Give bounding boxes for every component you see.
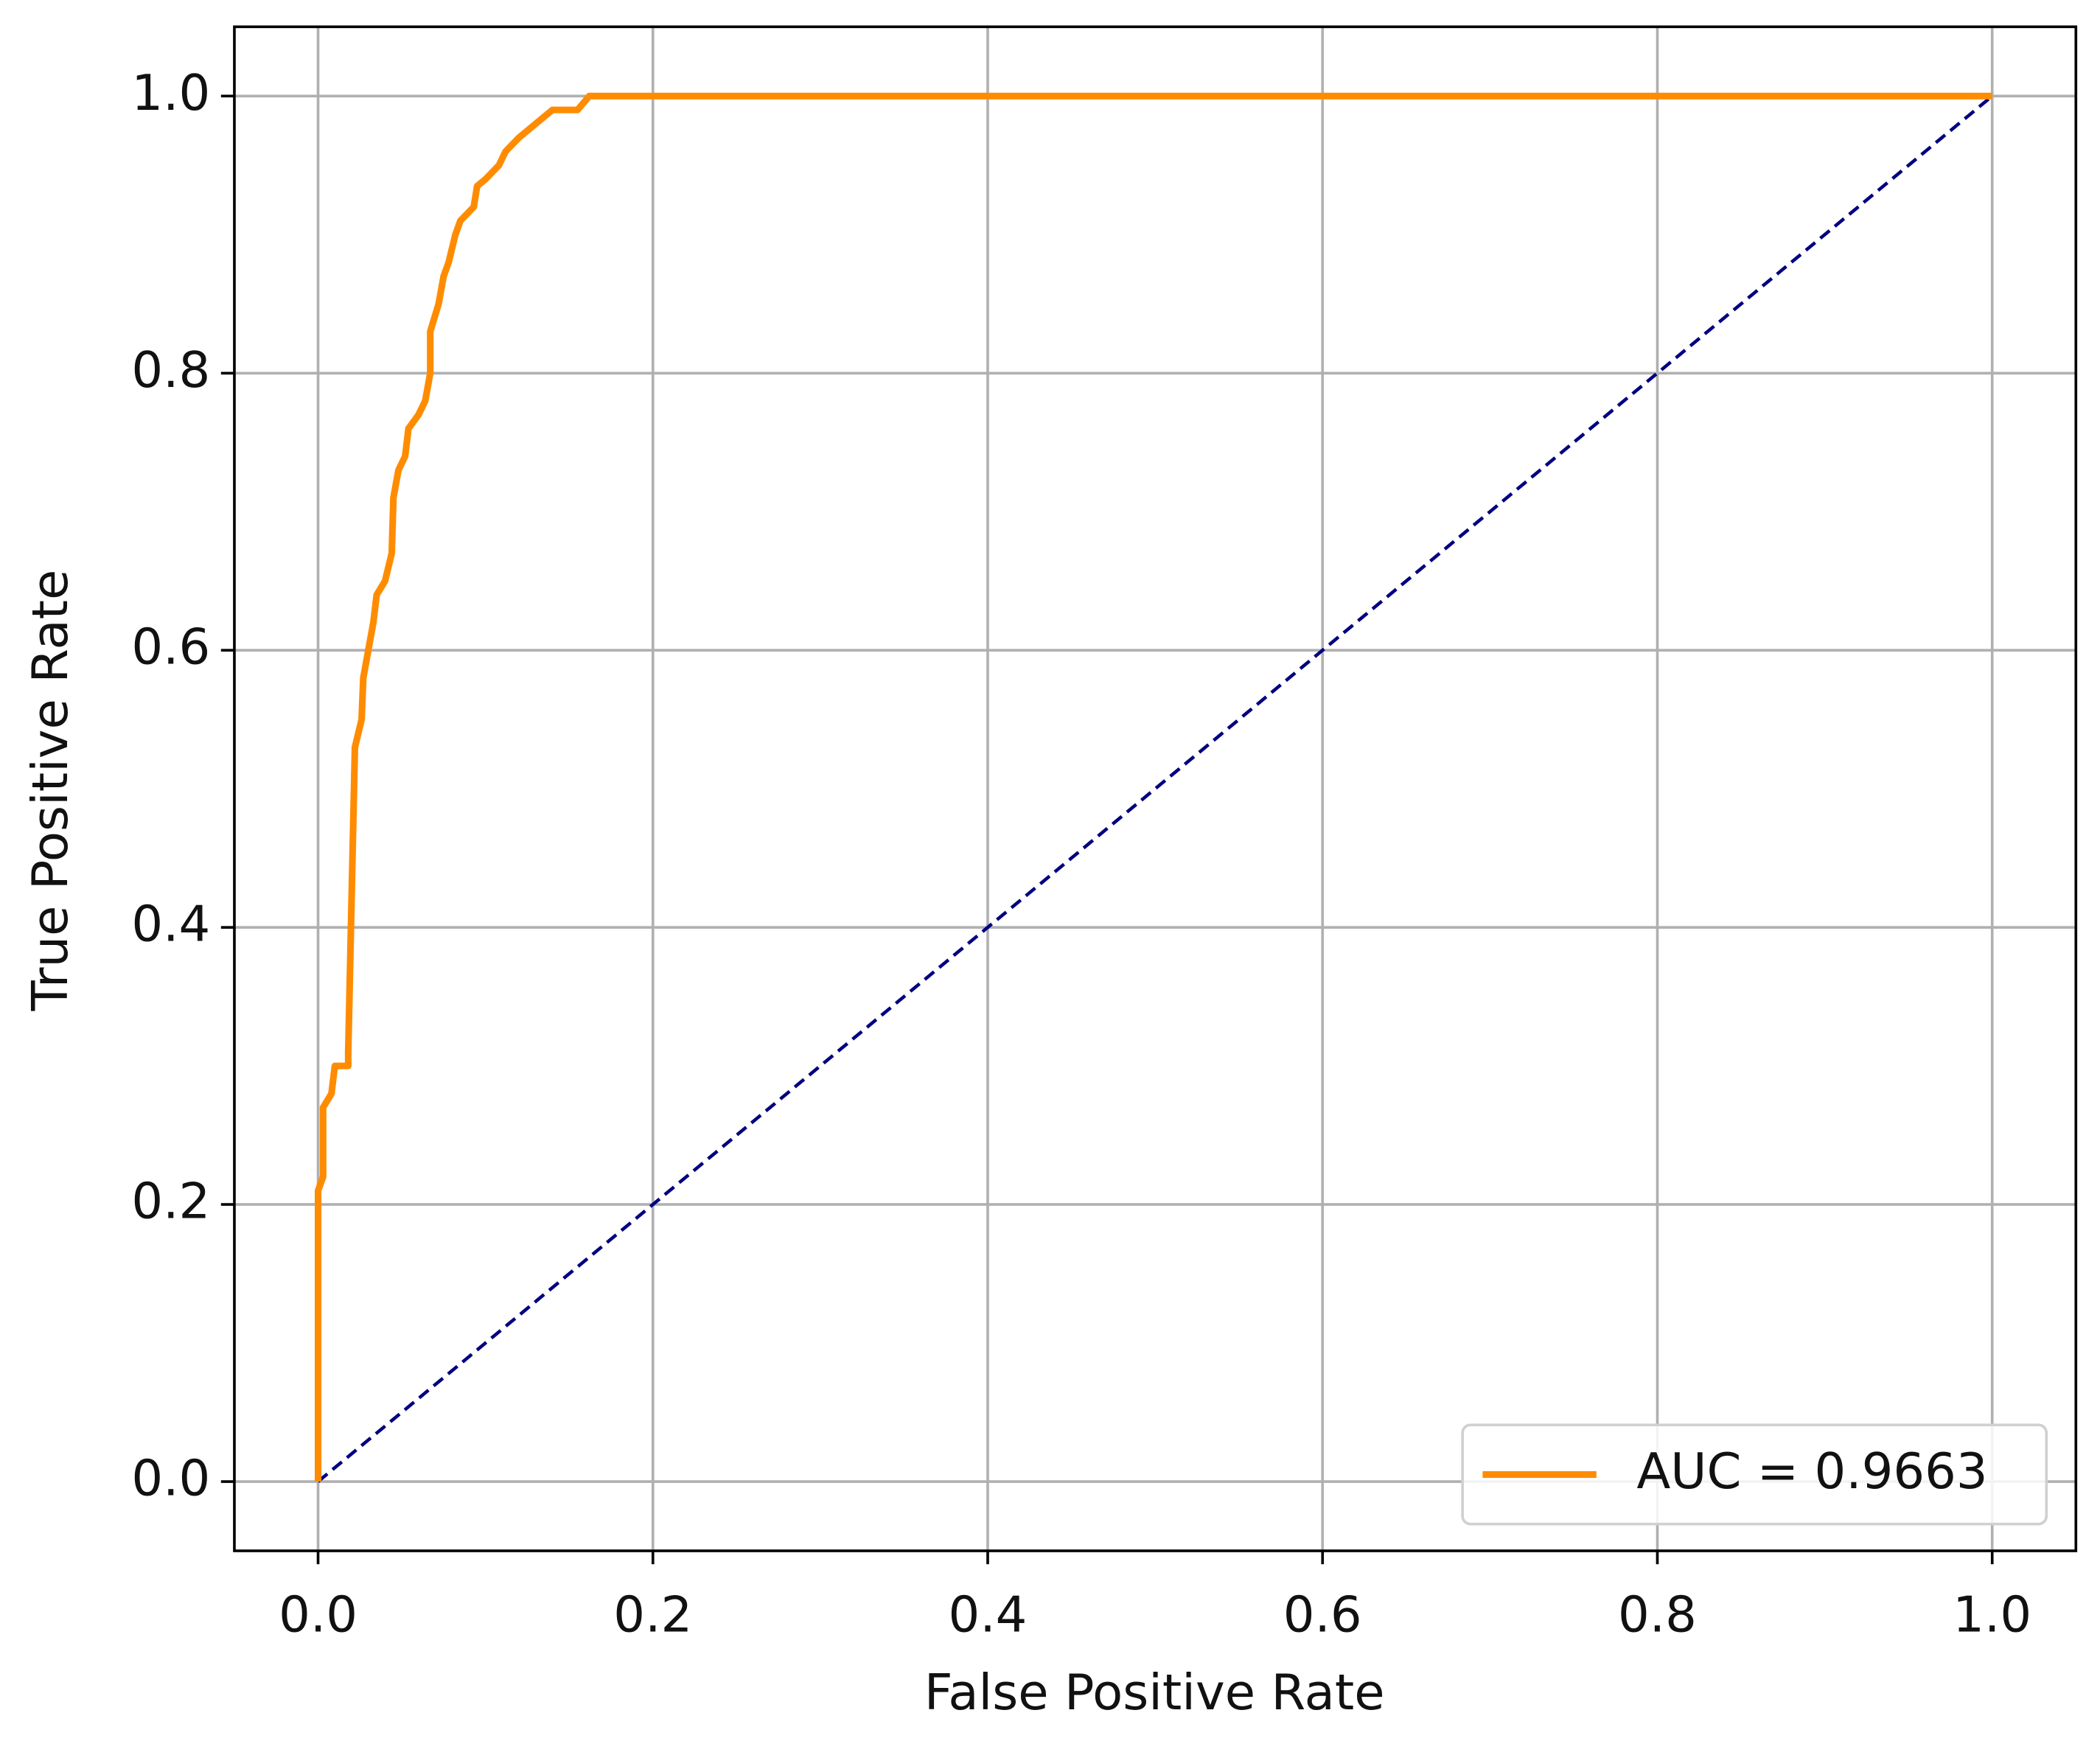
x-tick-label: 1.0 [1953, 1585, 2031, 1643]
y-tick-label: 0.0 [131, 1450, 210, 1507]
y-tick-label: 0.4 [131, 896, 210, 953]
x-tick-label: 0.0 [279, 1585, 357, 1643]
y-tick-label: 0.8 [131, 341, 210, 399]
x-tick-label: 0.4 [949, 1585, 1028, 1643]
y-tick-label: 0.2 [131, 1173, 210, 1230]
plot-frame [233, 25, 2078, 1552]
legend-label: AUC = 0.9663 [1636, 1442, 1987, 1500]
x-tick-label: 0.2 [613, 1585, 692, 1643]
y-tick-label: 1.0 [131, 64, 210, 122]
y-tick-label: 0.6 [131, 618, 210, 676]
series-line [314, 92, 1992, 1482]
series-line [317, 94, 1994, 1483]
x-axis-label: False Positive Rate [924, 1664, 1385, 1721]
legend-box [1461, 1423, 2048, 1526]
x-tick-label: 0.6 [1283, 1585, 1362, 1643]
x-tick-label: 0.8 [1618, 1585, 1697, 1643]
y-axis-label: True Positive Rate [21, 570, 79, 1012]
